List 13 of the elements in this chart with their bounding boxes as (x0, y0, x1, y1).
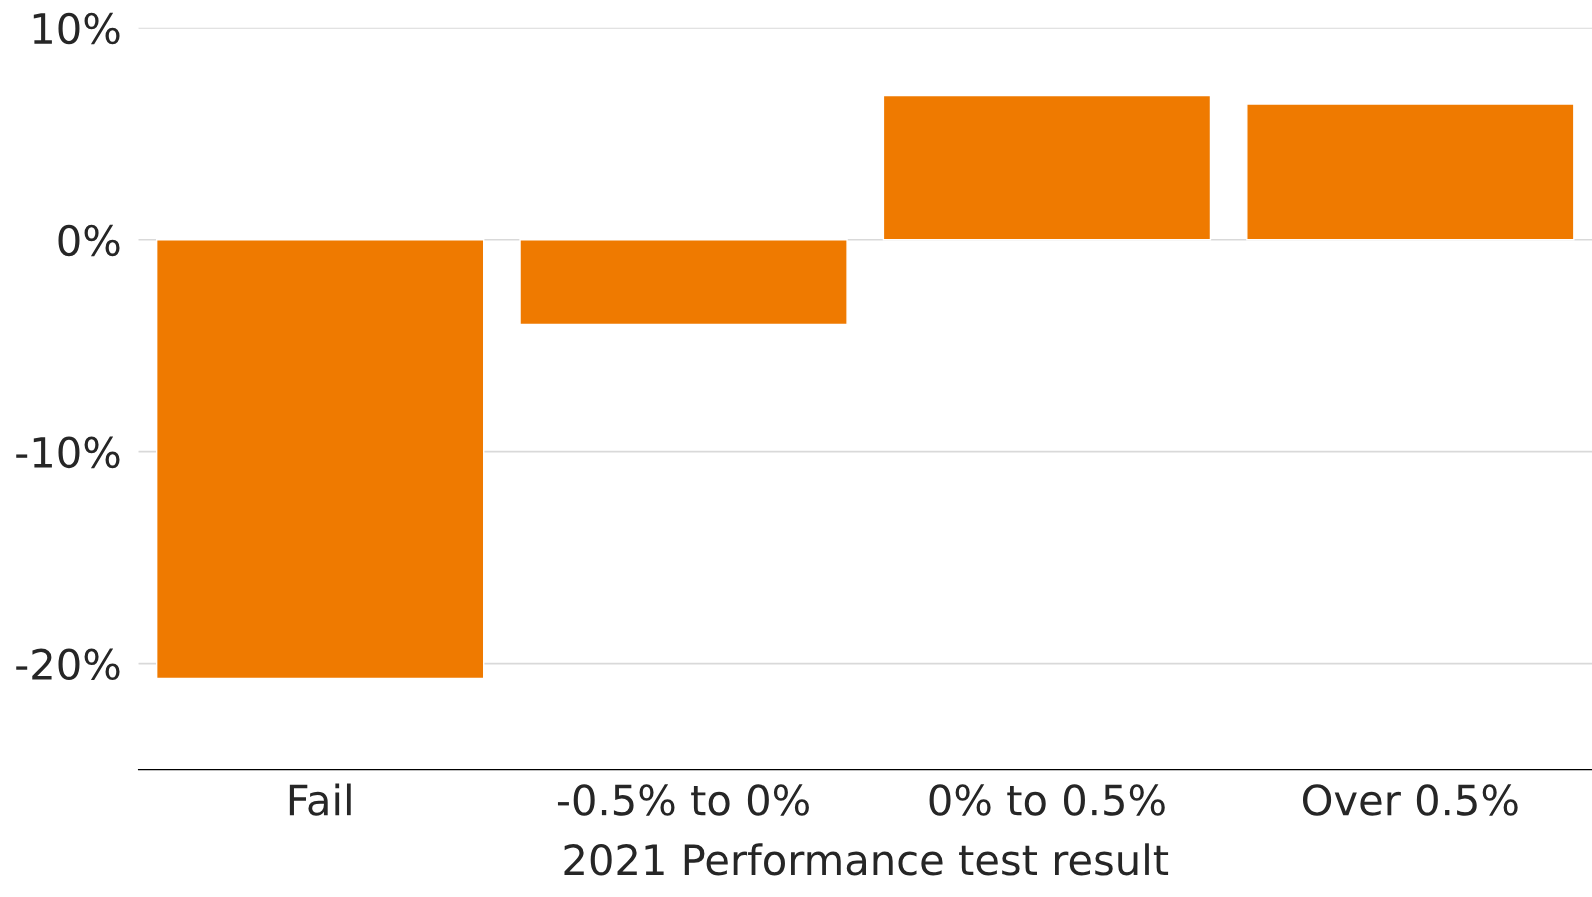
x-tick-label: Fail (289, 783, 351, 816)
x-tick-label: Over 0.5% (1302, 784, 1518, 816)
bar (882, 94, 1212, 241)
bar (1246, 103, 1575, 241)
x-axis-title: 2021 Performance test result (564, 843, 1169, 876)
y-tick-label: -10% (16, 436, 120, 469)
y-tick-label: -20% (16, 648, 120, 681)
y-tick-label: 10% (33, 12, 120, 45)
y-tick-label: 0% (58, 224, 120, 257)
bar (155, 239, 485, 680)
bar (519, 239, 848, 326)
x-tick-label: -0.5% to 0% (557, 784, 809, 816)
x-tick-label: 0% to 0.5% (929, 784, 1165, 816)
